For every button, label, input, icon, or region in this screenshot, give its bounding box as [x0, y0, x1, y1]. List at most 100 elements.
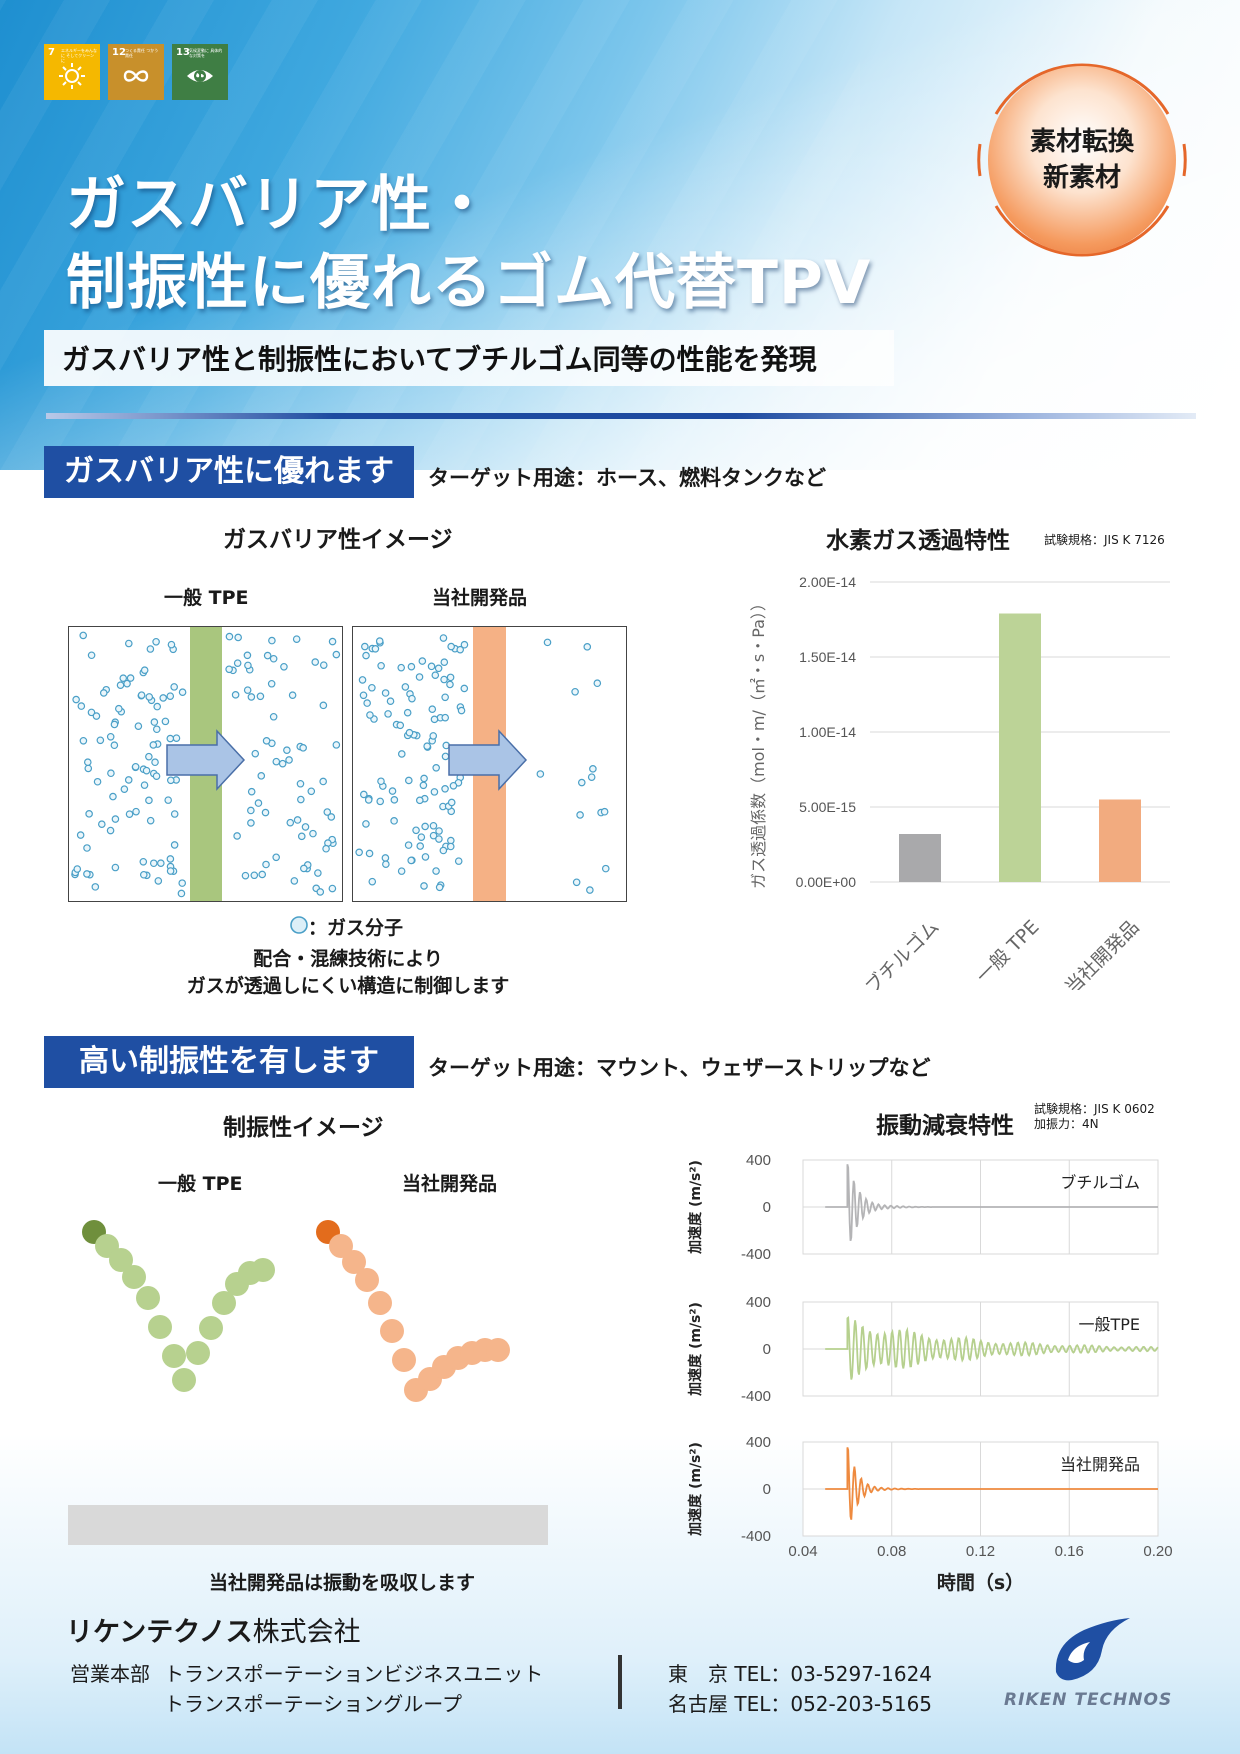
gas-molecule — [99, 689, 108, 697]
badge-line-2: 新素材 — [1042, 163, 1121, 193]
infinity-icon — [123, 70, 149, 82]
gas-molecule — [355, 848, 363, 857]
gas-molecule — [368, 683, 376, 692]
y-axis-label: 加速度 (m/s²) — [687, 1442, 704, 1537]
ball-trail-green — [162, 1344, 186, 1368]
gas-molecule — [124, 776, 133, 784]
gas-molecule — [390, 796, 399, 804]
gas-molecule — [319, 777, 327, 786]
footer-unit-1: トランスポーテーションビジネスユニット — [164, 1662, 544, 1686]
vibration-series-line — [825, 1315, 1159, 1380]
gas-molecule — [407, 856, 415, 865]
hydrogen-chart-title: 水素ガス透過特性 — [826, 528, 1010, 554]
gas-molecule — [375, 637, 384, 645]
gas-molecule — [247, 693, 256, 701]
gas-molecule — [269, 654, 278, 663]
gas-molecule — [132, 807, 140, 816]
bar — [899, 834, 941, 882]
gas-molecule — [449, 781, 458, 790]
y-tick-label: 1.00E-14 — [799, 724, 856, 740]
y-axis-label: ガス透過係数（mol・m/（㎡・s・Pa）） — [749, 595, 768, 889]
gas-molecule — [307, 787, 316, 796]
gas-molecule — [251, 749, 260, 758]
gas-molecule — [164, 796, 173, 804]
series-label: ブチルゴム — [1060, 1173, 1140, 1192]
gas-molecule — [125, 639, 133, 648]
gas-molecule — [272, 853, 280, 862]
gas-molecule — [157, 859, 165, 867]
ball-trail-orange — [368, 1291, 392, 1315]
gas-molecule — [576, 811, 584, 819]
gas-molecule — [319, 701, 328, 710]
gas-molecule — [152, 637, 160, 646]
gas-image-label-tpe: 一般 TPE — [164, 587, 249, 609]
gas-caption-line-2: ガスが透過しにくい構造に制御します — [186, 975, 510, 997]
x-axis-label: 時間（s） — [937, 1571, 1024, 1594]
gas-molecule — [441, 693, 449, 702]
gas-molecule — [440, 658, 449, 667]
gas-molecule — [381, 689, 390, 697]
bar — [999, 613, 1041, 882]
x-tick-label: ブチルゴム — [860, 915, 943, 990]
gas-molecule — [397, 867, 406, 875]
gas-molecule — [243, 651, 252, 660]
y-tick-label: 400 — [746, 1152, 771, 1169]
vibration-chart-force: 加振力：4N — [1034, 1117, 1099, 1131]
company-name-bold: リケンテクノス — [66, 1617, 253, 1648]
x-tick-label: 0.04 — [788, 1543, 817, 1560]
gas-molecule — [439, 846, 448, 855]
gas-molecule — [421, 853, 430, 861]
gas-molecule — [139, 857, 148, 866]
gas-molecule — [87, 708, 96, 717]
damping-image-title: 制振性イメージ — [223, 1115, 384, 1141]
gas-molecule — [446, 842, 455, 851]
gas-molecule — [85, 810, 93, 818]
gas-molecule — [76, 831, 85, 839]
gas-molecule — [332, 741, 341, 749]
riken-logo-text: RIKEN TECHNOS — [1004, 1690, 1173, 1710]
gas-molecule — [446, 673, 455, 682]
gas-molecule — [600, 807, 609, 816]
page-subtitle: ガスバリア性と制振性においてブチルゴム同等の性能を発現 — [62, 343, 817, 376]
gas-molecule — [405, 776, 413, 785]
gas-molecule — [384, 710, 392, 718]
gas-molecule — [293, 816, 302, 824]
sdg-number: 12 — [112, 47, 126, 58]
gas-molecule — [151, 758, 159, 767]
footer-dept: 営業本部 — [70, 1662, 150, 1686]
gas-molecule — [262, 860, 270, 869]
gas-image-tpe-panel — [68, 626, 343, 902]
gas-molecule — [593, 679, 602, 688]
gas-molecule — [247, 819, 255, 827]
gas-molecule — [269, 712, 278, 721]
gas-molecule — [131, 762, 140, 771]
gas-molecule — [243, 686, 252, 694]
gas-molecule — [83, 844, 91, 852]
gas-molecule — [314, 869, 322, 877]
damping-image-label-ours: 当社開発品 — [402, 1173, 498, 1195]
gas-molecule — [401, 683, 410, 691]
gas-molecule — [363, 699, 371, 707]
gas-diffusion-ours-svg — [355, 627, 610, 901]
y-axis-label: 加速度 (m/s²) — [687, 1302, 704, 1397]
gas-molecule — [233, 832, 241, 840]
gas-molecule — [280, 662, 288, 671]
gas-molecule — [231, 691, 240, 699]
gas-molecule — [288, 691, 297, 699]
gas-molecule — [328, 884, 337, 893]
ball-trail-green — [199, 1316, 223, 1340]
gas-molecule — [420, 882, 428, 890]
ball-trail-orange — [486, 1338, 510, 1362]
gas-molecule — [87, 651, 96, 660]
gas-molecule — [439, 634, 448, 642]
gas-molecule — [311, 658, 320, 666]
gas-molecule — [417, 833, 426, 841]
hydrogen-chart-standard: 試験規格：JIS K 7126 — [1044, 533, 1165, 547]
gas-molecule — [139, 870, 148, 879]
gas-molecule — [571, 687, 579, 696]
gas-molecule — [427, 662, 436, 671]
footer-unit-2: トランスポーテーショングループ — [164, 1692, 462, 1716]
sdg-text: エネルギーをみんなに そしてクリーンに — [61, 48, 97, 63]
gas-molecule — [323, 808, 332, 816]
sdg-text: つくる責任 つかう責任 — [125, 48, 159, 58]
